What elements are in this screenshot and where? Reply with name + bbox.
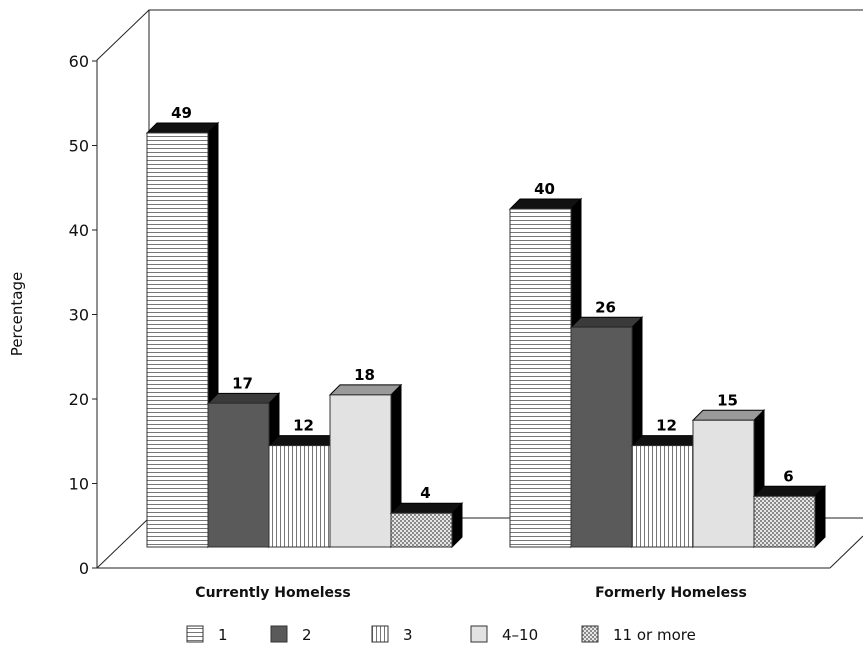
y-axis: 0 10 20 30 40 50 60 [69,52,97,578]
bar-front-face [390,512,453,548]
data-label-formerly-homeless-3: 12 [656,417,677,435]
bar-currently-homeless-2 [206,392,281,549]
data-label-currently-homeless-3: 12 [293,417,314,435]
data-label-formerly-homeless-4-10: 15 [717,391,738,409]
bar-top-face [145,122,220,134]
left-wall-frame [96,9,150,568]
bar-currently-homeless-11-or-more [389,501,464,549]
bar-top-face [569,316,644,328]
y-axis-title: Percentage [8,272,26,356]
data-labels: 49 17 12 18 4 40 26 12 15 6 [171,104,794,502]
data-label-currently-homeless-1: 49 [171,104,192,122]
legend-item-2: 2 [270,625,312,644]
legend-item-11-or-more: 11 or more [581,625,696,644]
bar-front-face [268,445,331,548]
bar-front-face [570,326,633,548]
bar-formerly-homeless-11-or-more [752,485,827,549]
bars [145,121,827,549]
data-label-formerly-homeless-11-or-more: 6 [783,467,793,485]
legend-swatch [470,625,488,643]
bar-front-face [631,445,694,548]
y-tick-label: 10 [69,475,89,494]
bar-currently-homeless-1 [145,121,220,549]
legend-item-1: 1 [186,625,228,644]
y-tick-label: 20 [69,390,89,409]
bar-front-face [509,208,572,548]
legend-label: 11 or more [613,626,696,644]
bar-formerly-homeless-1 [508,197,583,549]
data-label-formerly-homeless-1: 40 [534,180,555,198]
bar-top-face [267,435,342,447]
legend-swatch [270,625,288,643]
y-tick-label: 50 [69,137,89,156]
bar-top-face [508,198,583,210]
right-floor-edge [829,535,863,569]
data-label-currently-homeless-2: 17 [232,374,253,392]
y-tick-label: 40 [69,221,89,240]
data-label-currently-homeless-11-or-more: 4 [420,484,430,502]
category-label-currently-homeless: Currently Homeless [195,585,350,601]
bar-front-face [329,394,392,548]
bar-top-face [206,392,281,404]
bar-currently-homeless-4-10 [328,383,403,549]
bar-currently-homeless-3 [267,434,342,549]
bar-top-face [389,502,464,514]
y-tick-label: 30 [69,306,89,325]
category-label-formerly-homeless: Formerly Homeless [595,585,747,601]
left-floor-edge [96,517,150,569]
legend-swatch [186,625,204,643]
data-label-formerly-homeless-2: 26 [595,298,616,316]
legend-label: 3 [403,626,413,644]
bar-front-face [753,495,816,548]
legend-item-3: 3 [371,625,413,644]
bar-front-face [692,419,755,548]
bar-formerly-homeless-2 [569,316,644,549]
y-tick-label: 60 [69,52,89,71]
legend-item-4-10: 4–10 [470,625,538,644]
bar-front-face [146,132,209,548]
bar-front-face [207,402,270,548]
bar-formerly-homeless-4-10 [691,409,766,549]
bar-formerly-homeless-3 [630,434,705,549]
legend-swatch [581,625,599,643]
bar-top-face [328,384,403,396]
bar-top-face [691,409,766,421]
data-label-currently-homeless-4-10: 18 [354,366,375,384]
legend-label: 1 [218,626,228,644]
bar-top-face [630,435,705,447]
legend-label: 4–10 [502,626,538,644]
bar-top-face [752,485,827,497]
legend-swatch [371,625,389,643]
y-tick-label: 0 [79,559,89,578]
legend-label: 2 [302,626,312,644]
legend: 1 2 3 4–10 11 or more [186,625,696,644]
